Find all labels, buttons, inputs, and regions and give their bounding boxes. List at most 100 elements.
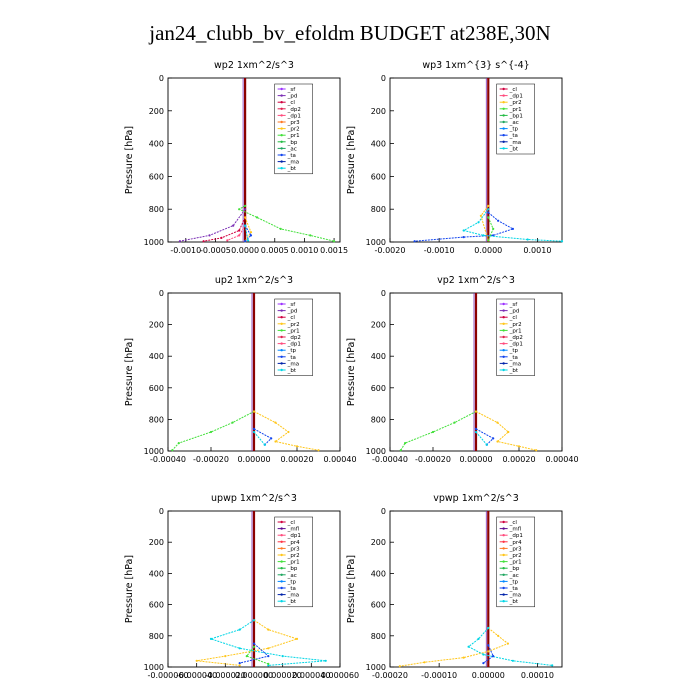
x-tick-label: 0.0000: [474, 246, 502, 255]
legend-marker: [502, 87, 505, 91]
legend: _cl_mfl_dp1_pr4_pr3_pr2_pr1_bp_ac_tp_ta_…: [496, 516, 535, 608]
legend-entry: _pr3: [287, 546, 301, 552]
series-line-bt: [475, 431, 488, 446]
legend-marker: [280, 153, 283, 157]
series-point: [487, 650, 490, 653]
series-line-ta: [414, 212, 515, 242]
series-point: [249, 231, 253, 234]
legend-entry: _pr1: [287, 133, 300, 139]
y-tick-label: 400: [149, 352, 164, 361]
legend-marker: [502, 120, 505, 124]
legend-entry: _pr3: [509, 546, 523, 552]
series-point: [281, 655, 284, 658]
legend-entry: _ma: [287, 593, 299, 599]
series-point: [551, 664, 554, 667]
legend-entry: _ta: [287, 586, 296, 592]
legend-marker: [502, 593, 505, 596]
y-tick-label: 800: [149, 205, 164, 214]
legend-entry: _sf: [509, 302, 519, 308]
series-line-ta: [244, 225, 252, 242]
series-point: [535, 449, 538, 452]
series-point: [487, 644, 490, 647]
panel-container: wp2 1xm^2/s^3 Pressure [hPa] 0 200 400 600 800…: [124, 60, 579, 680]
legend-marker: [502, 527, 505, 530]
series-point: [482, 653, 485, 656]
series-line-pr2: [475, 411, 537, 451]
panel-title: up2 1xm^2/s^3: [215, 275, 293, 286]
legend-entry: _cl: [287, 315, 296, 321]
series-point: [245, 655, 248, 658]
series-point: [399, 449, 402, 452]
series-point: [177, 442, 180, 445]
y-tick-label: 200: [371, 107, 386, 116]
x-tick-label: 0.0015: [320, 246, 348, 255]
x-tick-label: 0.000040: [292, 671, 330, 680]
series-point: [238, 662, 241, 665]
y-tick-label: 1000: [144, 663, 164, 672]
y-tick-label: 400: [149, 569, 164, 578]
series-point: [453, 421, 456, 424]
series-point: [474, 427, 478, 430]
series-point: [244, 224, 247, 227]
x-tick-label: -0.000020: [205, 671, 246, 680]
x-tick-label: -0.00040: [150, 455, 186, 464]
legend-entry: _ma: [509, 361, 521, 367]
legend-entry: _dp2: [287, 107, 301, 113]
y-tick-label: 800: [149, 415, 164, 424]
legend-marker: [502, 362, 505, 365]
y-tick-label: 800: [371, 205, 386, 214]
series-point: [274, 440, 277, 443]
legend-entry: _bp: [287, 140, 298, 146]
series-point: [511, 227, 514, 230]
legend: _sf_pd_cl_pr2_pr1_dp2_dp1_tp_ta_ma_bt: [274, 298, 313, 376]
legend-marker: [280, 322, 283, 325]
legend-marker: [502, 101, 505, 104]
legend-entry: _bt: [509, 599, 519, 605]
legend-entry: _tp: [509, 127, 519, 133]
series-line-pr2: [253, 411, 319, 451]
series-point: [267, 662, 270, 666]
legend-entry: _sf: [287, 87, 297, 93]
legend-entry: _mfl: [287, 527, 300, 533]
series-point: [279, 227, 282, 230]
series-point: [295, 445, 299, 448]
series-point: [507, 430, 510, 434]
series-point: [487, 204, 490, 207]
series-point: [487, 239, 490, 242]
legend-marker: [280, 600, 283, 603]
legend-marker: [280, 593, 283, 596]
x-tick-label: -0.0010: [424, 246, 455, 255]
legend-marker: [280, 134, 283, 137]
y-tick-label: 200: [149, 107, 164, 116]
legend-entry: _bt: [287, 599, 297, 605]
legend-entry: _pr4: [509, 540, 523, 546]
series-point: [324, 659, 327, 662]
legend-entry: _ta: [509, 355, 518, 361]
series-point: [431, 430, 435, 434]
series-point: [487, 626, 490, 630]
x-tick-label: 0.0010: [290, 246, 318, 255]
legend-marker: [280, 553, 283, 557]
y-axis-label: Pressure [hPa]: [346, 555, 357, 623]
legend-entry: _ac: [509, 120, 519, 126]
legend-marker: [280, 547, 283, 550]
y-tick-label: 0: [381, 74, 386, 83]
series-point: [238, 208, 241, 211]
legend-entry: _dp1: [509, 94, 523, 100]
legend-marker: [280, 534, 283, 537]
legend-entry: _pd: [287, 309, 298, 315]
legend-marker: [280, 368, 283, 372]
plot-frame: [389, 510, 563, 668]
y-tick-label: 200: [371, 321, 386, 330]
series-point: [244, 240, 247, 243]
series-point: [517, 445, 521, 448]
series-point: [255, 216, 259, 219]
legend-entry: _pd: [287, 94, 298, 100]
series-point: [252, 619, 256, 622]
x-tick-label: -0.00040: [372, 455, 408, 464]
legend-entry: _pr2: [287, 127, 300, 133]
x-tick-label: -0.00020: [415, 455, 451, 464]
y-tick-label: 400: [149, 140, 164, 149]
x-tick-label: -0.00010: [421, 671, 457, 680]
